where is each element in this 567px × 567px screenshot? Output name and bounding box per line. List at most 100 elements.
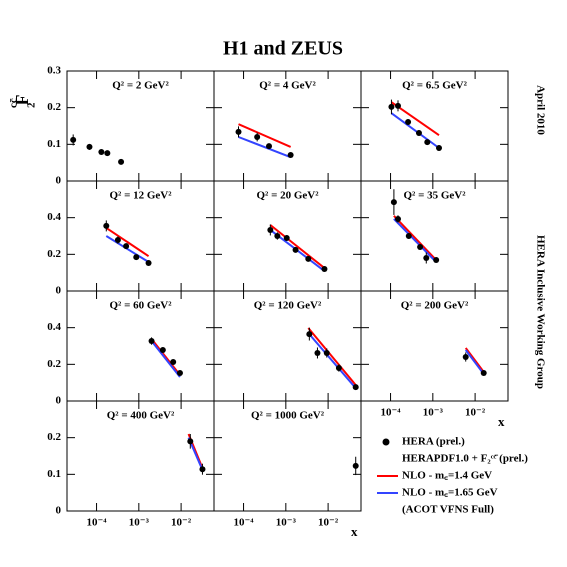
data-point xyxy=(254,134,261,140)
y-tick-label: 0.2 xyxy=(47,248,61,260)
x-axis-label: x xyxy=(498,414,505,429)
y-tick-label: 0 xyxy=(56,285,62,297)
panel-title: Q² = 400 GeV² xyxy=(107,410,175,422)
y-axis-label: F 2 cc̄ xyxy=(8,95,38,109)
data-point xyxy=(104,150,111,157)
theory-line xyxy=(150,340,181,378)
data-point xyxy=(292,246,299,253)
data-point xyxy=(405,118,412,125)
data-point xyxy=(145,259,152,266)
legend-label: HERA (prel.) xyxy=(402,436,465,448)
data-point xyxy=(415,129,422,136)
theory-line xyxy=(105,227,150,257)
data-point xyxy=(462,354,469,360)
data-point xyxy=(159,347,166,354)
data-point xyxy=(480,369,487,376)
x-axis-label: x xyxy=(351,524,358,539)
y-tick-label: 0 xyxy=(56,505,62,517)
data-point xyxy=(70,136,77,143)
data-point xyxy=(306,331,313,338)
y-tick-label: 0.3 xyxy=(47,65,61,77)
theory-line xyxy=(307,327,358,387)
x-tick-label: 10⁻⁴ xyxy=(380,407,401,419)
data-point xyxy=(148,338,155,345)
y-tick-label: 0.2 xyxy=(47,431,61,443)
legend-label: (ACOT VFNS Full) xyxy=(402,504,494,516)
panel-title: Q² = 35 GeV² xyxy=(403,190,466,202)
theory-line xyxy=(464,349,485,375)
data-point xyxy=(335,365,342,371)
legend-label: NLO - m꜀=1.4 GeV xyxy=(402,470,492,482)
data-point xyxy=(283,235,290,242)
data-point xyxy=(433,257,440,264)
data-point xyxy=(424,139,431,146)
legend-label: HERAPDF1.0 + F₂ᶜᶜ̄ (prel.) xyxy=(402,453,528,465)
y-tick-label: 0.4 xyxy=(47,211,61,223)
x-tick-label: 10⁻³ xyxy=(423,407,444,419)
theory-line xyxy=(390,112,440,149)
data-point xyxy=(86,143,93,150)
data-point xyxy=(133,254,140,261)
data-point xyxy=(436,145,443,151)
data-point xyxy=(118,158,125,165)
x-tick-label: 10⁻² xyxy=(171,517,192,529)
panel-title: Q² = 200 GeV² xyxy=(401,300,469,312)
data-point xyxy=(199,466,206,473)
theory-line xyxy=(307,332,358,390)
panel-title: Q² = 60 GeV² xyxy=(109,300,172,312)
data-point xyxy=(314,349,321,356)
data-point xyxy=(352,384,359,391)
theory-line xyxy=(464,347,485,373)
y-tick-label: 0 xyxy=(56,395,62,407)
data-point xyxy=(388,103,395,110)
theory-line xyxy=(393,215,437,261)
legend-label: NLO - m꜀=1.65 GeV xyxy=(402,487,498,499)
data-point xyxy=(98,149,105,156)
panel-title: Q² = 6.5 GeV² xyxy=(402,80,468,92)
chart-title: H1 and ZEUS xyxy=(223,38,343,60)
theory-line xyxy=(150,338,181,376)
data-point xyxy=(287,151,294,158)
x-tick-label: 10⁻² xyxy=(318,517,339,529)
x-tick-label: 10⁻³ xyxy=(129,517,150,529)
y-label-base: F xyxy=(12,95,32,106)
data-point xyxy=(176,369,183,376)
y-tick-label: 0.2 xyxy=(47,358,61,370)
side-note: HERA Inclusive Working Group xyxy=(534,235,546,389)
data-point xyxy=(114,237,121,244)
data-point xyxy=(417,244,424,250)
panel-title: Q² = 120 GeV² xyxy=(254,300,322,312)
data-point xyxy=(123,243,130,250)
side-note: April 2010 xyxy=(534,85,546,135)
y-tick-label: 0.1 xyxy=(47,468,61,480)
x-tick-label: 10⁻⁴ xyxy=(86,517,107,529)
data-point xyxy=(103,222,110,229)
legend-marker xyxy=(382,438,390,446)
data-point xyxy=(323,349,330,356)
x-tick-label: 10⁻³ xyxy=(276,517,297,529)
panel-title: Q² = 12 GeV² xyxy=(109,190,172,202)
theory-line xyxy=(238,136,292,159)
data-point xyxy=(170,358,177,365)
panel-title: Q² = 1000 GeV² xyxy=(251,410,325,422)
panel-frame xyxy=(360,290,509,402)
data-point xyxy=(321,266,328,272)
data-point xyxy=(394,215,401,222)
theory-line xyxy=(105,235,150,263)
data-point xyxy=(266,143,273,150)
y-tick-label: 0 xyxy=(56,175,62,187)
theory-line xyxy=(269,224,326,269)
data-point xyxy=(305,255,312,262)
theory-line xyxy=(393,218,437,263)
panel-frame xyxy=(213,400,362,512)
y-label-sub: 2 xyxy=(26,102,38,108)
data-point xyxy=(187,438,194,445)
y-tick-label: 0.4 xyxy=(47,321,61,333)
panel-title: Q² = 4 GeV² xyxy=(259,80,316,92)
data-point xyxy=(394,102,401,109)
theory-line xyxy=(238,123,292,148)
y-tick-label: 0.1 xyxy=(47,138,61,150)
data-point xyxy=(352,462,359,469)
panel-title: Q² = 2 GeV² xyxy=(112,80,169,92)
